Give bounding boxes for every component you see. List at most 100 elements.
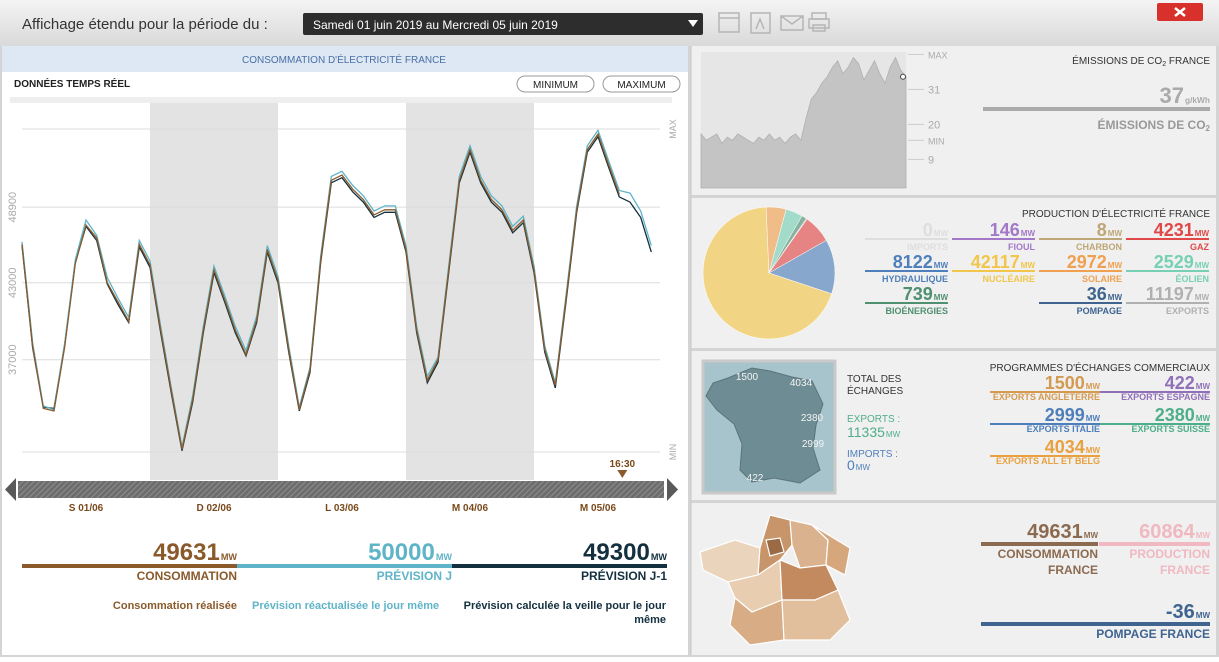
- exchange-value-value: 1500: [1045, 373, 1085, 393]
- production-value-unit: MW: [1195, 229, 1210, 238]
- legend-item: Consommation réalisée: [113, 600, 237, 612]
- production-value-unit: MW: [1021, 261, 1036, 270]
- timeline-left-arrow[interactable]: [5, 478, 16, 501]
- production-value: 739MW: [903, 284, 949, 304]
- timeline-right-arrow[interactable]: [667, 478, 678, 501]
- exchange-value: 422MW: [1165, 373, 1211, 393]
- forecast-value-unit: MW: [221, 552, 238, 562]
- panel-title: ÉMISSIONS DE CO2 FRANCE: [1072, 54, 1210, 68]
- balance-label: CONSOMMATION: [998, 547, 1098, 561]
- consumption-panel: [2, 46, 688, 655]
- imports-total-value: 0: [847, 457, 855, 473]
- exchange-label: EXPORTS ANGLETERRE: [993, 392, 1100, 402]
- y-tick-label: MIN: [668, 444, 678, 461]
- forecast-value-unit: MW: [436, 552, 453, 562]
- production-label: CHARBON: [1076, 242, 1122, 252]
- forecast-value-value: 50000: [368, 539, 435, 566]
- production-value: 146MW: [990, 220, 1036, 240]
- pie-slice: [768, 239, 836, 295]
- production-value-value: 42117: [971, 252, 1020, 272]
- chart-title: CONSOMMATION D'ÉLECTRICITÉ FRANCE: [242, 53, 446, 66]
- y-tick-label: MIN: [928, 136, 945, 146]
- summary-label: PRÉVISION J: [377, 568, 452, 583]
- legend-line: Prévision calculée la veille pour le jou…: [464, 600, 667, 612]
- exchange-label: EXPORTS SUISSE: [1131, 424, 1210, 434]
- production-label: HYDRAULIQUE: [882, 274, 948, 284]
- production-label: POMPAGE: [1077, 306, 1122, 316]
- production-value-unit: MW: [934, 293, 949, 302]
- production-value-value: 11197: [1146, 284, 1194, 304]
- y-tick-label: 37000: [7, 344, 19, 375]
- timeline-bar[interactable]: [18, 481, 664, 498]
- production-value-unit: MW: [1195, 293, 1210, 302]
- map-flow-label: 422: [747, 473, 764, 484]
- y-tick-label: 31: [928, 84, 940, 96]
- production-value: 42117MW: [971, 252, 1036, 272]
- emissions-value: 37g/kWh: [1159, 83, 1210, 108]
- balance-value: -36MW: [1166, 601, 1211, 623]
- toggle-label[interactable]: MINIMUM: [533, 80, 578, 91]
- period-text[interactable]: Samedi 01 juin 2019 au Mercredi 05 juin …: [313, 18, 558, 32]
- emissions-area: [700, 56, 907, 189]
- title-part: FRANCE: [1166, 56, 1210, 67]
- day-label: L 03/06: [325, 503, 359, 514]
- page-title: Affichage étendu pour la période du :: [22, 16, 268, 33]
- map-flow-label: 2999: [802, 439, 825, 450]
- toggle-label[interactable]: MAXIMUM: [617, 80, 665, 91]
- toolbar-icons[interactable]: [718, 12, 830, 34]
- day-label: S 01/06: [69, 503, 104, 514]
- now-marker: [617, 470, 628, 478]
- exchange-value: 2380MW: [1155, 405, 1211, 425]
- production-label: BIOÉNERGIES: [885, 306, 948, 316]
- series-line: [21, 128, 652, 448]
- exchange-label: EXPORTS ALL ET BELG: [996, 456, 1100, 466]
- title-part: ÉMISSIONS DE CO: [1072, 54, 1162, 67]
- panel-title: PRODUCTION D'ÉLECTRICITÉ FRANCE: [1022, 207, 1210, 220]
- now-label: 16:30: [610, 459, 636, 470]
- exchange-value-unit: MW: [1086, 446, 1101, 455]
- balance-value: 49631MW: [1027, 521, 1098, 543]
- panel-header: [2, 46, 688, 72]
- maximum-button[interactable]: [602, 75, 681, 93]
- imports-total-unit: MW: [856, 463, 871, 472]
- exports-label: EXPORTS :: [847, 414, 900, 425]
- exchange-value-value: 2380: [1155, 405, 1195, 425]
- exports-total: 11335MW: [847, 424, 901, 440]
- label-part: ÉMISSIONS DE CO: [1098, 117, 1206, 132]
- summary-label: CONSOMMATION: [137, 569, 237, 583]
- production-value-unit: MW: [1108, 261, 1123, 270]
- current-point: [900, 73, 906, 80]
- production-label: IMPORTS: [907, 242, 948, 252]
- production-value-unit: MW: [934, 261, 949, 270]
- y-tick-label: 9: [928, 154, 934, 166]
- y-tick-label: 48900: [7, 192, 19, 223]
- production-value: 11197MW: [1146, 284, 1210, 304]
- production-value-value: 8122: [893, 252, 933, 272]
- production-value-unit: MW: [1021, 229, 1036, 238]
- select-arrow[interactable]: [688, 20, 698, 27]
- exchange-label: EXPORTS ITALIE: [1027, 424, 1100, 434]
- total-label: ÉCHANGES: [847, 384, 903, 397]
- exports-total-value: 11335: [847, 424, 885, 440]
- close-icon[interactable]: [1174, 7, 1186, 17]
- balance-label: PRODUCTION: [1129, 547, 1210, 561]
- period-select[interactable]: [303, 13, 703, 35]
- day-shade: [150, 103, 278, 480]
- production-value: 0MW: [923, 220, 949, 240]
- balance-value-value: 49631: [1027, 521, 1083, 543]
- production-value: 2529MW: [1154, 252, 1210, 272]
- balance-value-unit: MW: [1084, 531, 1099, 540]
- exports-total-unit: MW: [886, 430, 901, 439]
- label-sub: 2: [1206, 124, 1211, 133]
- balance-label: POMPAGE FRANCE: [1096, 627, 1210, 641]
- production-value-value: 146: [990, 220, 1020, 240]
- title-sub: 2: [1162, 61, 1166, 68]
- minimum-button[interactable]: [516, 75, 595, 93]
- summary-label: PRÉVISION J-1: [581, 568, 667, 583]
- balance-label: FRANCE: [1160, 563, 1210, 577]
- forecast-value-value: 49300: [583, 539, 650, 566]
- chart-subtitle: DONNÉES TEMPS RÉEL: [14, 77, 130, 90]
- forecast-value: 49631MW: [153, 539, 237, 566]
- production-value-value: 4231: [1154, 220, 1194, 240]
